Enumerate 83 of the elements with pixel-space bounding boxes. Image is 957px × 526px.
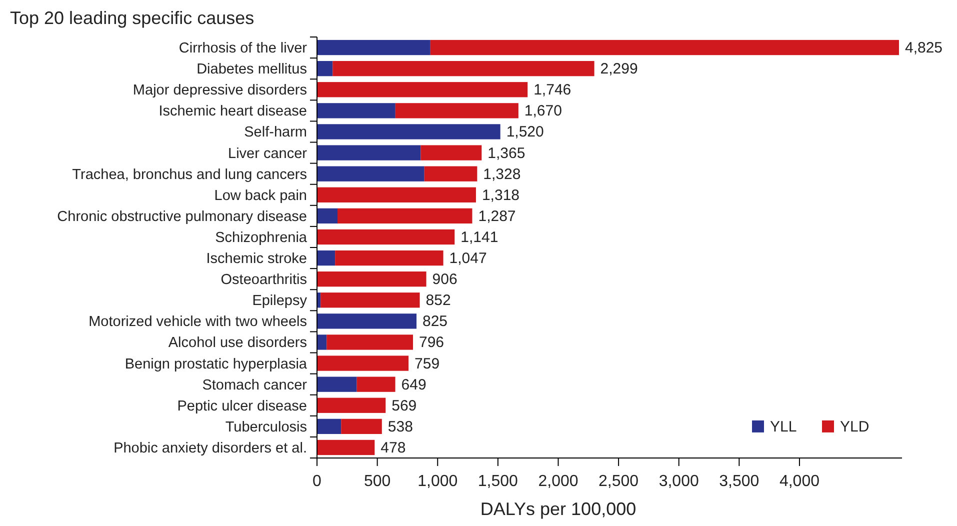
bar bbox=[317, 440, 375, 456]
x-tick-label: 0 bbox=[312, 473, 322, 490]
bar bbox=[335, 250, 444, 266]
x-axis-title: DALYs per 100,000 bbox=[480, 499, 636, 519]
x-tick-label: 3,000 bbox=[658, 473, 699, 490]
total-label: 1,670 bbox=[524, 102, 562, 120]
y-tick-label: Low back pain bbox=[214, 188, 307, 204]
bar bbox=[332, 60, 594, 76]
bar bbox=[317, 124, 500, 140]
total-label: 569 bbox=[392, 397, 417, 414]
y-tick-label: Epilepsy bbox=[252, 293, 308, 310]
bar bbox=[317, 376, 357, 392]
bar bbox=[317, 208, 338, 224]
bar bbox=[341, 418, 382, 434]
bar bbox=[317, 229, 455, 245]
total-label: 1,318 bbox=[482, 186, 520, 204]
y-tick-label: Cirrhosis of the liver bbox=[178, 40, 308, 57]
bar bbox=[338, 208, 472, 224]
x-tick-label: 2,000 bbox=[538, 473, 578, 490]
y-tick-label: Benign prostatic hyperplasia bbox=[124, 356, 308, 372]
bar bbox=[420, 145, 482, 160]
total-label: 825 bbox=[422, 313, 448, 330]
bar bbox=[317, 187, 476, 202]
total-label: 649 bbox=[401, 376, 426, 394]
y-tick-label: Alcohol use disorders bbox=[168, 335, 307, 352]
x-tick-label: 4,000 bbox=[779, 473, 820, 490]
y-tick-label: Ischemic heart disease bbox=[158, 104, 307, 120]
legend-label: YLD bbox=[840, 418, 870, 436]
bar bbox=[317, 418, 342, 434]
x-tick-label: 1,000 bbox=[418, 473, 458, 490]
y-tick-label: Osteoarthritis bbox=[220, 272, 307, 288]
y-tick-label: Major depressive disorders bbox=[132, 82, 307, 99]
total-label: 478 bbox=[380, 439, 406, 456]
legend-label: YLL bbox=[770, 418, 797, 436]
bar bbox=[317, 356, 409, 371]
y-tick-label: Tuberculosis bbox=[225, 419, 307, 436]
y-tick-label: Stomach cancer bbox=[202, 377, 308, 394]
y-tick-label: Liver cancer bbox=[228, 146, 308, 162]
y-tick-label: Phobic anxiety disorders et al. bbox=[114, 440, 307, 456]
total-label: 1,746 bbox=[534, 82, 572, 99]
y-tick-label: Self-harm bbox=[244, 124, 307, 141]
y-tick-label: Diabetes mellitus bbox=[196, 62, 307, 78]
bar bbox=[326, 334, 414, 350]
x-tick-label: 3,500 bbox=[719, 473, 760, 490]
y-tick-label: Trachea, bronchus and lung cancers bbox=[72, 166, 307, 183]
x-tick-label: 2,500 bbox=[598, 473, 639, 490]
total-label: 1,047 bbox=[449, 250, 487, 268]
y-tick-label: Peptic ulcer disease bbox=[177, 398, 307, 414]
bar bbox=[317, 40, 430, 56]
bar bbox=[320, 292, 420, 308]
x-tick-label: 1,500 bbox=[478, 473, 518, 490]
total-label: 1,365 bbox=[488, 144, 526, 162]
total-label: 759 bbox=[414, 355, 440, 372]
total-label: 906 bbox=[432, 271, 458, 288]
bar bbox=[317, 398, 386, 413]
total-label: 4,825 bbox=[904, 40, 943, 57]
bar bbox=[317, 250, 336, 266]
bar bbox=[395, 103, 518, 118]
bar bbox=[317, 60, 333, 76]
bar bbox=[424, 166, 478, 182]
bar bbox=[430, 40, 899, 56]
total-label: 1,520 bbox=[506, 124, 544, 141]
bar bbox=[317, 145, 421, 160]
bar bbox=[317, 271, 426, 287]
bar bbox=[317, 314, 417, 329]
y-tick-label: Chronic obstructive pulmonary disease bbox=[57, 208, 307, 225]
y-tick-label: Motorized vehicle with two wheels bbox=[88, 314, 307, 330]
bar bbox=[356, 376, 396, 392]
total-label: 538 bbox=[388, 418, 413, 436]
y-tick-label: Ischemic stroke bbox=[206, 251, 307, 268]
total-label: 2,299 bbox=[600, 60, 638, 78]
x-tick-label: 500 bbox=[364, 473, 391, 490]
y-tick-label: Schizophrenia bbox=[215, 230, 308, 246]
total-label: 1,141 bbox=[460, 228, 498, 246]
total-label: 852 bbox=[426, 292, 451, 310]
total-label: 796 bbox=[419, 334, 444, 352]
text: Top 20 leading specific causes bbox=[10, 8, 254, 28]
bar bbox=[317, 103, 396, 118]
bar bbox=[317, 334, 327, 350]
bar bbox=[317, 82, 528, 98]
total-label: 1,287 bbox=[478, 208, 516, 225]
total-label: 1,328 bbox=[483, 166, 521, 183]
bar bbox=[317, 166, 424, 182]
